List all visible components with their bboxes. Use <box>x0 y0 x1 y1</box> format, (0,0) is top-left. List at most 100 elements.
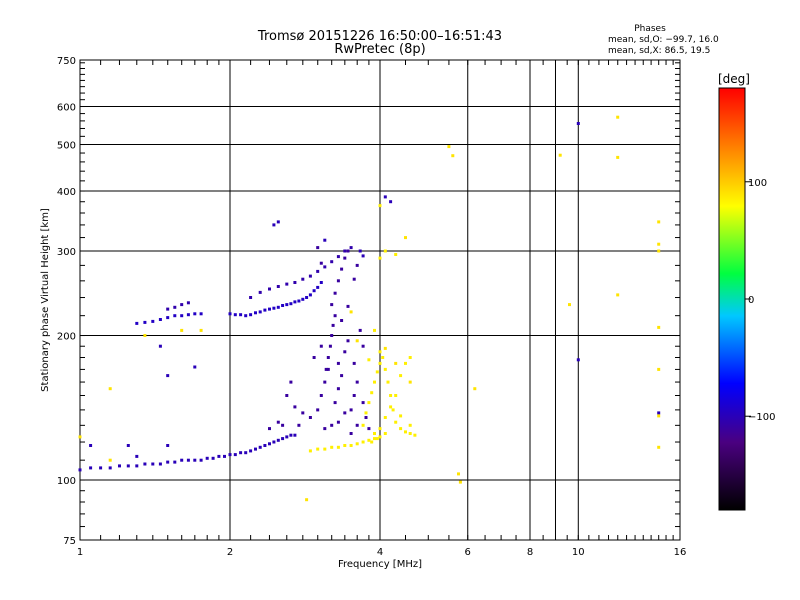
data-point <box>166 307 170 311</box>
data-point <box>308 449 312 453</box>
colorbar-tick-label: 0 <box>748 295 754 306</box>
data-point <box>349 408 353 412</box>
data-point <box>346 249 350 253</box>
data-point <box>378 204 382 208</box>
y-tick-label: 75 <box>63 536 76 547</box>
data-point <box>244 451 248 455</box>
data-point <box>211 456 215 460</box>
data-point <box>89 466 93 470</box>
data-point <box>285 435 289 439</box>
data-point <box>244 314 248 318</box>
data-point <box>305 498 309 502</box>
data-point <box>346 339 350 343</box>
colorbar-label: [deg] <box>718 72 750 86</box>
data-point <box>330 423 334 427</box>
data-point <box>657 445 661 449</box>
data-point <box>336 387 340 391</box>
data-point <box>657 367 661 371</box>
x-axis-label: Frequency [MHz] <box>338 559 422 570</box>
data-point <box>386 380 390 384</box>
data-point <box>343 256 347 260</box>
legend-line-x: mean, sd,X: 86.5, 19.5 <box>608 46 710 56</box>
data-point <box>89 444 93 447</box>
data-point <box>323 447 327 451</box>
data-point <box>408 356 412 359</box>
chart-subtitle: RwPretec (8p) <box>334 42 425 57</box>
data-point <box>312 356 316 359</box>
data-point <box>186 458 190 462</box>
data-point <box>78 435 82 439</box>
data-point <box>378 361 382 365</box>
data-point <box>258 445 262 449</box>
x-tick-label: 1 <box>77 547 83 558</box>
data-point <box>135 454 139 458</box>
data-point <box>173 305 177 309</box>
data-point <box>367 427 371 431</box>
data-point <box>333 401 337 405</box>
data-point <box>340 319 344 322</box>
data-point <box>308 293 312 297</box>
data-point <box>217 454 221 458</box>
data-point <box>375 370 379 374</box>
data-point <box>361 423 365 427</box>
data-point <box>173 314 177 318</box>
data-point <box>285 282 289 286</box>
data-point <box>324 367 328 371</box>
data-point <box>657 325 661 329</box>
data-point <box>323 427 327 431</box>
data-point <box>276 220 280 224</box>
data-point <box>316 408 320 412</box>
data-point <box>343 444 347 447</box>
data-point <box>373 380 376 384</box>
data-point <box>326 356 330 359</box>
data-point <box>343 411 347 415</box>
data-point <box>293 433 297 437</box>
data-point <box>263 444 267 447</box>
x-tick-label: 2 <box>227 547 233 558</box>
data-point <box>389 405 393 409</box>
data-point <box>268 442 271 446</box>
data-point <box>199 328 203 332</box>
data-point <box>249 313 253 317</box>
data-points <box>78 115 661 502</box>
data-point <box>373 432 376 435</box>
data-point <box>108 458 112 462</box>
data-point <box>180 458 184 462</box>
data-point <box>367 358 371 362</box>
data-point <box>333 291 337 295</box>
data-point <box>330 445 334 449</box>
data-point <box>349 310 353 314</box>
data-point <box>316 269 320 273</box>
data-point <box>349 246 353 250</box>
legend-line-o: mean, sd,O: −99.7, 16.0 <box>608 35 719 45</box>
data-point <box>151 462 155 466</box>
data-point <box>378 256 382 260</box>
data-point <box>319 281 323 284</box>
x-tick-label: 16 <box>674 547 687 558</box>
data-point <box>408 423 412 427</box>
data-point <box>352 277 356 281</box>
data-point <box>340 374 344 378</box>
data-point <box>268 427 271 431</box>
data-point <box>180 328 184 332</box>
data-point <box>180 314 184 318</box>
data-point <box>616 293 620 297</box>
data-point <box>330 260 334 264</box>
data-point <box>458 480 462 484</box>
data-point <box>258 310 262 314</box>
chart-title: Tromsø 20151226 16:50:00–16:51:43 <box>257 29 502 44</box>
data-point <box>99 466 103 470</box>
data-point <box>333 314 337 318</box>
data-point <box>352 361 356 365</box>
data-point <box>383 249 387 253</box>
data-point <box>576 122 580 125</box>
data-point <box>108 466 112 470</box>
data-point <box>233 453 237 457</box>
data-point <box>408 432 412 435</box>
data-point <box>199 458 203 462</box>
data-point <box>330 303 334 307</box>
data-point <box>143 334 147 337</box>
data-point <box>193 458 197 462</box>
data-point <box>355 339 359 343</box>
data-point <box>389 200 393 204</box>
